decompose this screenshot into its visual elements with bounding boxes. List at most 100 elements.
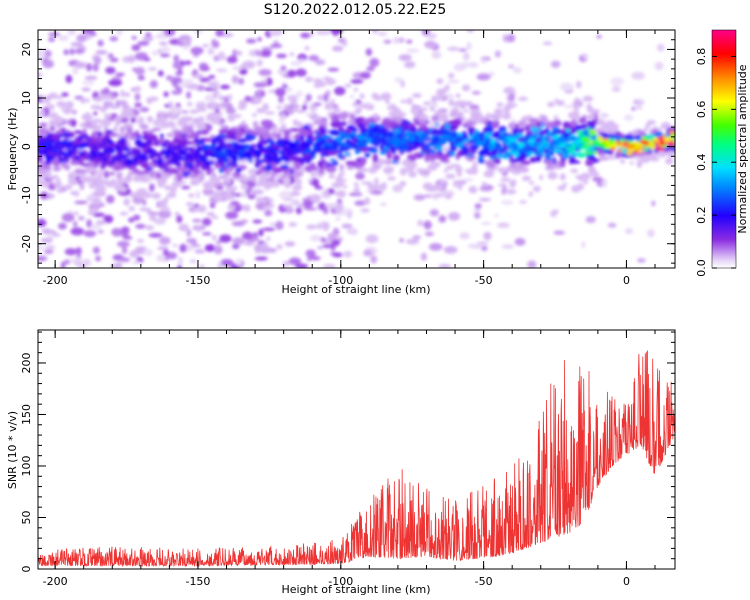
heatmap-cell <box>302 104 307 111</box>
heatmap-cell <box>103 113 112 119</box>
heatmap-cell <box>519 200 528 204</box>
heatmap-cell <box>88 207 100 213</box>
heatmap-cell <box>332 160 339 166</box>
heatmap-cell <box>120 89 125 98</box>
heatmap-cell <box>67 174 76 182</box>
heatmap-cell <box>453 63 466 72</box>
heatmap-cell <box>528 118 539 124</box>
heatmap-cell <box>505 166 514 172</box>
heatmap-cell <box>392 142 401 148</box>
heatmap-cell <box>489 156 496 160</box>
heatmap-cell <box>592 176 604 182</box>
heatmap-cell <box>671 141 674 147</box>
heatmap-cell <box>449 151 456 157</box>
heatmap-cell <box>105 181 115 188</box>
heatmap-cell <box>405 238 420 245</box>
heatmap-cell <box>175 166 185 172</box>
heatmap-cell <box>524 134 532 138</box>
heatmap-cell <box>597 148 604 156</box>
heatmap-cell <box>125 159 133 165</box>
heatmap-cell <box>76 34 88 42</box>
heatmap-cell <box>596 35 602 39</box>
heatmap-cell <box>136 188 148 196</box>
heatmap-cell <box>188 193 195 198</box>
heatmap-cell <box>310 170 318 178</box>
heatmap-cell <box>72 67 79 75</box>
heatmap-cell <box>550 60 561 68</box>
heatmap-cell <box>508 137 517 143</box>
heatmap-cell <box>559 82 574 92</box>
heatmap-cell <box>289 142 297 147</box>
heatmap-cell <box>209 134 216 139</box>
heatmap-cell <box>327 232 338 241</box>
heatmap-cell <box>635 106 643 110</box>
heatmap-cell <box>463 109 469 113</box>
heatmap-cell <box>632 155 642 159</box>
heatmap-cell <box>338 172 344 177</box>
heatmap-cell <box>573 103 579 112</box>
heatmap-cell <box>85 167 91 174</box>
heatmap-cell <box>240 144 246 149</box>
heatmap-cell <box>432 184 441 190</box>
heatmap-cell <box>436 110 444 116</box>
heatmap-cell <box>270 43 283 49</box>
heatmap-cell <box>445 165 454 170</box>
heatmap-cell <box>232 114 242 119</box>
heatmap-cell <box>509 180 516 188</box>
heatmap-cell <box>328 173 335 179</box>
heatmap-cell <box>272 167 283 174</box>
heatmap-cell <box>204 161 212 166</box>
heatmap-cell <box>312 102 322 106</box>
heatmap-cell <box>67 149 72 153</box>
heatmap-cell <box>645 135 650 141</box>
heatmap-cell <box>213 191 222 198</box>
heatmap-cell <box>187 163 193 169</box>
heatmap-cell <box>503 106 511 113</box>
heatmap-cell <box>528 191 533 197</box>
heatmap-cell <box>154 118 160 124</box>
heatmap-cell <box>48 37 56 42</box>
heatmap-x-tick-label: 0 <box>623 274 630 287</box>
heatmap-cell <box>196 139 202 143</box>
heatmap-cell <box>128 217 135 223</box>
heatmap-cell <box>213 245 223 255</box>
heatmap-cell <box>420 252 427 261</box>
heatmap-cell <box>243 129 254 135</box>
heatmap-cell <box>235 168 242 173</box>
heatmap-cell <box>130 112 135 119</box>
heatmap-cell <box>202 217 212 226</box>
heatmap-cell <box>74 48 85 54</box>
heatmap-cell <box>406 39 413 44</box>
heatmap-cell <box>483 170 495 178</box>
heatmap-cell <box>623 143 628 149</box>
heatmap-cell <box>596 140 601 144</box>
heatmap-cell <box>156 160 163 165</box>
heatmap-cell <box>193 206 204 212</box>
snr-x-tick-label: -150 <box>185 575 210 588</box>
heatmap-cell <box>487 123 492 129</box>
heatmap-cell <box>106 130 114 133</box>
heatmap-cell <box>266 236 271 242</box>
heatmap-cell <box>428 128 433 133</box>
heatmap-cell <box>219 167 224 174</box>
heatmap-cell <box>593 109 601 113</box>
heatmap-cell <box>264 139 269 144</box>
heatmap-cell <box>216 139 226 145</box>
heatmap-cell <box>81 87 91 92</box>
heatmap-cell <box>462 178 474 182</box>
heatmap-cell <box>327 67 340 72</box>
heatmap-cell <box>305 249 316 258</box>
heatmap-cell <box>116 240 130 248</box>
heatmap-cell <box>468 185 478 194</box>
heatmap-cell <box>170 123 176 129</box>
heatmap-cell <box>657 146 664 151</box>
heatmap-cell <box>293 162 301 168</box>
heatmap-cell <box>350 79 364 84</box>
heatmap-cell <box>422 132 427 138</box>
heatmap-cell <box>185 202 195 207</box>
heatmap-cell <box>353 87 359 92</box>
heatmap-cell <box>434 95 445 101</box>
heatmap-cell <box>168 101 174 107</box>
heatmap-cell <box>396 126 403 130</box>
heatmap-cell <box>238 99 248 108</box>
